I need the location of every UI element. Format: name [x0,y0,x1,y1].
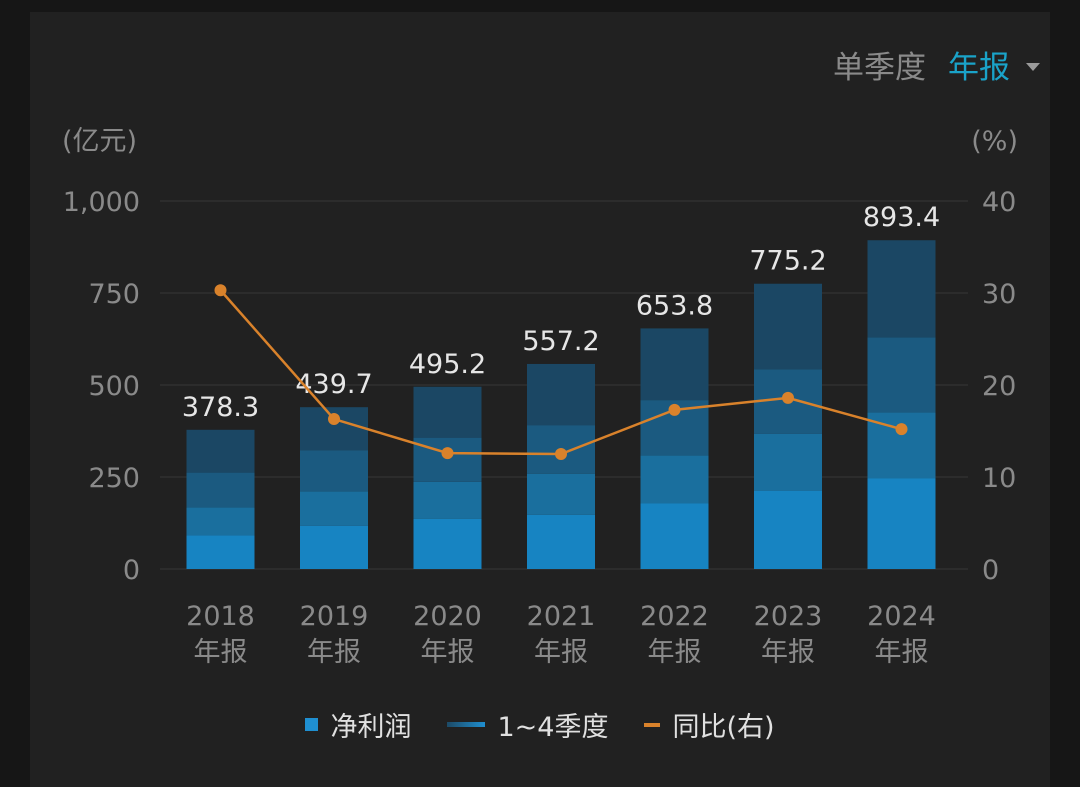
y-right-tick-label: 0 [982,555,999,586]
bar-segment [754,490,822,569]
y-left-tick-label: 250 [88,463,140,494]
bar-segment [640,328,709,401]
legend-line-swatch [644,722,661,727]
x-tick-suffix-label: 年报 [648,637,702,668]
y-left-tick-label: 0 [123,555,140,586]
y-left-unit-label: (亿元) [62,126,137,157]
bar-segment [527,473,595,515]
y-left-tick-label: 1,000 [63,187,140,218]
x-tick-suffix-label: 年报 [534,637,588,668]
bar-segment [186,429,255,473]
bar-segment [867,478,936,569]
bar-segment [186,472,255,508]
x-tick-year-label: 2024 [867,601,936,632]
bar-total-label: 557.2 [522,326,599,357]
legend-quarters-label: 1~4季度 [497,712,609,743]
bar-segment [640,503,709,569]
bar-segment [413,518,482,569]
bar-segment [300,450,368,492]
chart-legend: 净利润 1~4季度 同比(右) [0,705,1080,744]
bar-segment [300,491,368,526]
bar-segment [754,283,822,370]
bar-segment [527,514,595,569]
bar-segment [413,437,482,482]
y-right-unit-label: (%) [971,126,1018,157]
bar-segment [186,535,255,569]
yoy-point [328,413,340,426]
tab-quarterly[interactable]: 单季度 [833,50,926,86]
bar-segment [186,507,255,536]
legend-net-profit-label: 净利润 [330,712,412,743]
bar-segment [867,240,936,338]
bar-segment [754,433,822,491]
x-tick-suffix-label: 年报 [421,637,475,668]
yoy-point [782,391,794,404]
legend-yoy[interactable]: 同比(右) [644,705,775,744]
x-tick-year-label: 2018 [186,601,255,632]
profit-chart: (亿元) (%) 0 250 500 750 1,000 0 10 20 30 40 378.3 2018… [62,126,1018,668]
period-selector: 单季度 年报 [833,42,1040,87]
yoy-point [555,448,567,460]
x-tick-suffix-label: 年报 [307,637,361,668]
bar-total-label: 378.3 [182,392,259,423]
bar-segment [640,455,709,504]
legend-gradient-swatch [447,722,486,727]
x-tick-year-label: 2023 [754,601,823,632]
bar-segment [867,337,936,413]
y-right-tick-label: 30 [982,279,1016,310]
legend-quarters[interactable]: 1~4季度 [447,705,608,744]
x-tick-suffix-label: 年报 [194,637,248,668]
x-tick-suffix-label: 年报 [761,637,815,668]
x-tick-year-label: 2020 [413,601,482,632]
bar-segment [527,363,595,426]
yoy-point [895,423,908,436]
caret-down-icon [1026,62,1040,71]
yoy-point [214,284,227,297]
bar-segment [413,386,482,438]
bar-segment [300,525,368,569]
yoy-point [441,447,454,460]
x-tick-year-label: 2019 [300,601,369,632]
bar-total-label: 439.7 [295,369,372,400]
x-tick-year-label: 2021 [527,601,596,632]
yoy-point [668,403,681,416]
y-left-tick-label: 500 [88,371,140,402]
legend-net-profit[interactable]: 净利润 [305,705,411,744]
bar-total-label: 653.8 [636,290,713,321]
y-right-tick-label: 40 [982,187,1016,218]
tab-annual-label: 年报 [948,50,1010,86]
y-right-tick-label: 20 [982,371,1016,402]
bar-total-label: 893.4 [863,202,940,233]
x-tick-suffix-label: 年报 [875,637,929,668]
y-left-tick-label: 750 [88,279,140,310]
bar-segment [413,481,482,519]
x-tick-year-label: 2022 [640,601,709,632]
bar-total-label: 495.2 [409,349,486,380]
bar-total-label: 775.2 [749,246,826,277]
legend-square-swatch [305,718,319,731]
y-right-tick-label: 10 [982,463,1016,494]
legend-yoy-label: 同比(右) [672,712,775,743]
tab-annual-dropdown[interactable]: 年报 [948,42,1040,87]
